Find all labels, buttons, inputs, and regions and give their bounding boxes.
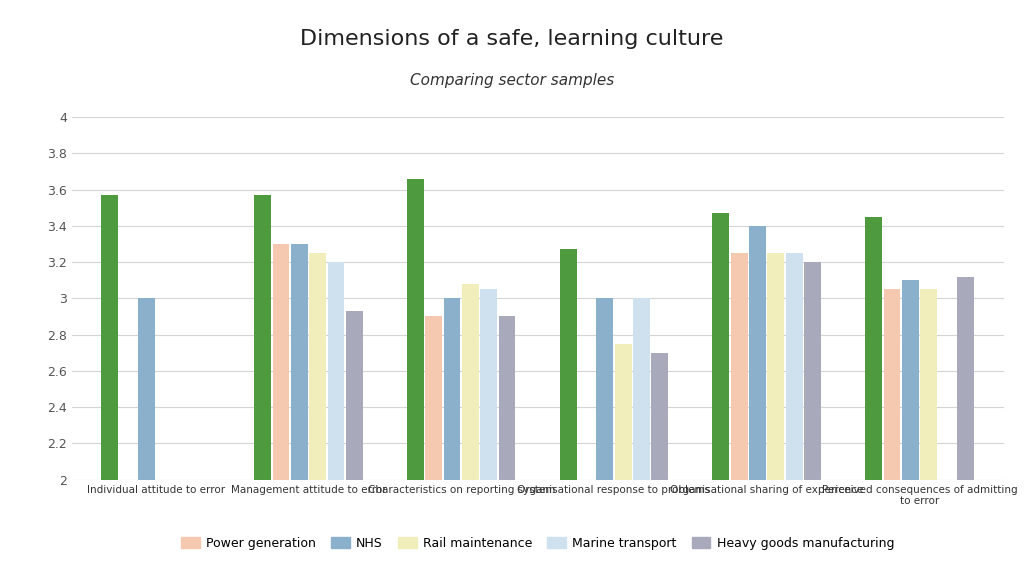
Bar [462,284,479,480]
Bar [902,280,919,480]
Bar [731,253,748,480]
Bar [750,226,766,480]
Bar [138,298,155,480]
Bar [767,253,784,480]
Bar [407,178,424,480]
Bar [804,262,821,480]
Legend: Power generation, NHS, Rail maintenance, Marine transport, Heavy goods manufactu: Power generation, NHS, Rail maintenance,… [177,533,898,553]
Bar [480,290,497,480]
Bar [596,298,613,480]
Bar [785,253,803,480]
Bar [921,290,937,480]
Bar [651,353,669,480]
Bar [560,249,577,480]
Bar [272,244,290,480]
Bar [499,316,515,480]
Bar [328,262,344,480]
Bar [291,244,308,480]
Bar [713,213,729,480]
Bar [425,316,442,480]
Bar [614,344,632,480]
Text: Dimensions of a safe, learning culture: Dimensions of a safe, learning culture [300,29,724,49]
Bar [865,217,882,480]
Bar [254,195,271,480]
Bar [443,298,461,480]
Text: Comparing sector samples: Comparing sector samples [410,73,614,88]
Bar [956,277,974,480]
Bar [884,290,900,480]
Bar [309,253,326,480]
Bar [101,195,119,480]
Bar [346,311,362,480]
Bar [633,298,650,480]
